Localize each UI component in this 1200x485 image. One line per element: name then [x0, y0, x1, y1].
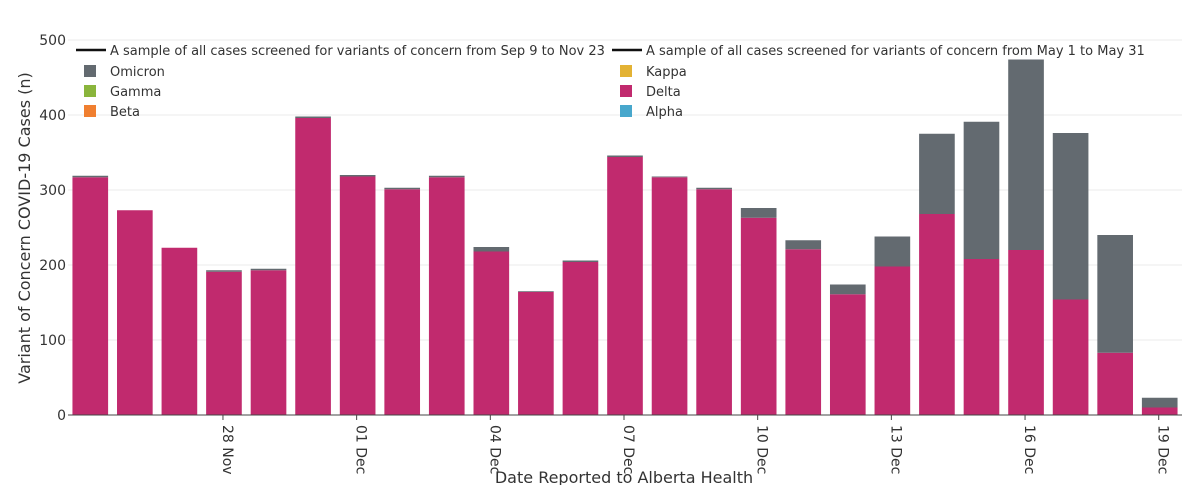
bar-delta-8: [428, 177, 465, 415]
bar-omicron-11: [562, 260, 599, 262]
bar-delta-20: [963, 259, 1000, 415]
y-axis-ticks: 0 100 200 300 400 500: [39, 33, 66, 424]
x-tick-label: 04 Dec: [486, 425, 502, 474]
bar-delta-22: [1052, 299, 1089, 415]
bar-omicron-12: [607, 155, 643, 157]
bar-delta-24: [1141, 407, 1178, 415]
bar-omicron-9: [473, 247, 510, 252]
x-tick-label: 16 Dec: [1021, 425, 1037, 474]
legend-swatch-kappa: [620, 65, 632, 77]
bar-delta-14: [696, 189, 732, 415]
x-tick-label: 07 Dec: [620, 425, 636, 474]
bar-omicron-23: [1097, 235, 1133, 353]
legend-item-kappa: Kappa: [646, 65, 687, 80]
x-tick-label: 13 Dec: [887, 425, 903, 474]
legend-group-title: A sample of all cases screened for varia…: [646, 44, 1145, 59]
legend-swatch-delta: [620, 85, 632, 97]
y-tick-label: 500: [39, 33, 66, 49]
bar-delta-9: [473, 251, 510, 415]
legend-item-alpha: Alpha: [646, 105, 683, 120]
bar-delta-10: [518, 292, 554, 415]
bar-delta-19: [919, 214, 955, 415]
bar-delta-6: [339, 176, 376, 415]
bar-omicron-0: [72, 175, 109, 178]
bar-delta-18: [874, 266, 911, 415]
bar-omicron-10: [518, 291, 554, 292]
x-tick-label: 10 Dec: [754, 425, 770, 474]
bar-omicron-22: [1052, 133, 1089, 300]
bar-delta-15: [740, 217, 777, 415]
bar-delta-3: [206, 271, 242, 415]
bar-delta-12: [607, 157, 643, 415]
y-tick-label: 400: [39, 108, 66, 124]
bar-omicron-16: [785, 240, 822, 250]
y-tick-label: 100: [39, 333, 66, 349]
bar-delta-5: [295, 118, 331, 415]
bar-omicron-17: [829, 284, 866, 295]
y-tick-label: 300: [39, 183, 66, 199]
x-tick-label: 01 Dec: [353, 425, 369, 474]
y-tick-label: 200: [39, 258, 66, 274]
legend: A sample of all cases screened for varia…: [76, 44, 1145, 120]
bar-delta-11: [562, 262, 599, 415]
bar-omicron-3: [206, 270, 242, 272]
bar-omicron-8: [428, 175, 465, 178]
bar-omicron-4: [250, 268, 287, 271]
bar-delta-1: [117, 210, 153, 415]
y-tick-label: 0: [57, 408, 66, 424]
bar-delta-0: [72, 177, 109, 415]
bar-omicron-18: [874, 236, 911, 267]
x-tick-label: 28 Nov: [219, 425, 235, 475]
x-axis-title: Date Reported to Alberta Health: [495, 468, 753, 485]
legend-item-omicron: Omicron: [110, 65, 165, 80]
legend-swatch-gamma: [84, 85, 96, 97]
bar-omicron-20: [963, 121, 1000, 259]
bar-omicron-6: [339, 175, 376, 177]
x-axis-ticks: 28 Nov 01 Dec 04 Dec 07 Dec 10 Dec 13 Dec 16 D…: [219, 415, 1171, 475]
bar-delta-13: [651, 177, 688, 415]
bar-delta-2: [161, 247, 198, 415]
bar-omicron-14: [696, 187, 732, 190]
bar-delta-16: [785, 249, 822, 415]
legend-group-title: A sample of all cases screened for varia…: [110, 44, 605, 59]
legend-item-gamma: Gamma: [110, 85, 161, 100]
bar-omicron-5: [295, 116, 331, 118]
x-tick-label: 19 Dec: [1155, 425, 1171, 474]
bar-omicron-7: [384, 187, 421, 190]
bar-omicron-24: [1141, 397, 1178, 408]
bar-delta-7: [384, 189, 421, 415]
bar-omicron-13: [651, 176, 688, 178]
bar-delta-17: [829, 294, 866, 415]
bar-delta-4: [250, 270, 287, 415]
legend-swatch-omicron: [84, 65, 96, 77]
bar-omicron-19: [919, 133, 955, 214]
bar-delta-21: [1008, 250, 1044, 415]
bar-omicron-21: [1008, 59, 1044, 250]
legend-item-delta: Delta: [646, 85, 681, 100]
legend-swatch-beta: [84, 105, 96, 117]
legend-item-beta: Beta: [110, 105, 140, 120]
y-axis-title: Variant of Concern COVID-19 Cases (n): [15, 72, 34, 384]
legend-swatch-alpha: [620, 105, 632, 117]
bar-omicron-15: [740, 208, 777, 218]
bars: [72, 59, 1178, 415]
bar-delta-23: [1097, 352, 1133, 415]
